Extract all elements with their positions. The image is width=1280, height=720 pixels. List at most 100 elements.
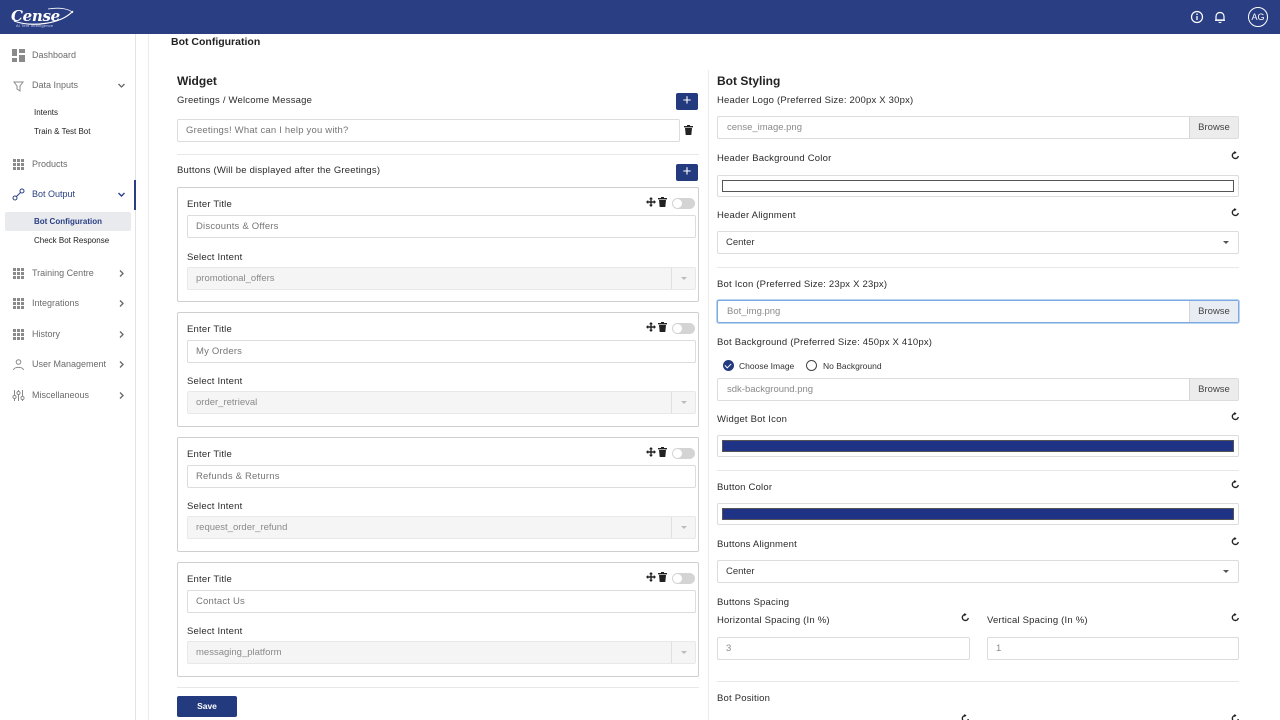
chevron-right-icon (119, 392, 124, 399)
header-logo-label: Header Logo (Preferred Size: 200px X 30p… (717, 95, 914, 106)
button-card: Enter Title Select Intent promotional_of… (177, 187, 699, 302)
intent-select[interactable]: order_retrieval (187, 391, 696, 414)
sidebar-item-integrations[interactable]: Integrations (0, 293, 136, 315)
divider (717, 681, 1239, 682)
sidebar-item-data-inputs[interactable]: Data Inputs (0, 75, 136, 97)
sidebar-item-history[interactable]: History (0, 324, 136, 346)
buttons-spacing-label: Buttons Spacing (717, 597, 790, 608)
sidebar-sub-bot-configuration[interactable]: Bot Configuration (34, 217, 102, 226)
reset-icon[interactable] (1231, 537, 1240, 546)
browse-button[interactable]: Browse (1189, 117, 1238, 138)
sidebar-item-dashboard[interactable]: Dashboard (0, 45, 136, 67)
sidebar-item-products[interactable]: Products (0, 154, 136, 176)
horizontal-spacing-input[interactable] (717, 637, 970, 660)
enable-toggle[interactable] (672, 323, 695, 334)
bot-background-file-input[interactable]: sdk-background.png Browse (717, 378, 1239, 401)
trash-icon[interactable] (658, 572, 667, 582)
reset-icon[interactable] (961, 613, 970, 622)
sidebar-item-training-centre[interactable]: Training Centre (0, 263, 136, 285)
save-button[interactable]: Save (177, 696, 237, 717)
enter-title-label: Enter Title (187, 324, 232, 335)
sidebar-item-bot-output[interactable]: Bot Output (0, 180, 136, 210)
browse-button[interactable]: Browse (1189, 379, 1238, 400)
sidebar-item-label: Dashboard (32, 50, 77, 60)
bot-position-label: Bot Position (717, 693, 771, 704)
vertical-spacing-input[interactable] (987, 637, 1239, 660)
enable-toggle[interactable] (672, 573, 695, 584)
button-color-label: Button Color (717, 482, 773, 493)
sidebar-item-user-management[interactable]: User Management (0, 354, 136, 376)
drag-move-icon[interactable] (646, 197, 656, 207)
buttons-alignment-select[interactable]: Center (717, 560, 1239, 583)
sidebar: Dashboard Data Inputs Intents Train & Te… (0, 34, 136, 720)
trash-icon[interactable] (684, 125, 693, 135)
trash-icon[interactable] (658, 197, 667, 207)
greetings-label: Greetings / Welcome Message (177, 95, 313, 106)
header-logo-file-input[interactable]: cense_image.png Browse (717, 116, 1239, 139)
add-greeting-button[interactable]: + (676, 93, 698, 110)
dashboard-icon (12, 49, 25, 62)
trash-icon[interactable] (658, 447, 667, 457)
sidebar-sub-check-bot-response[interactable]: Check Bot Response (34, 236, 110, 245)
reset-icon[interactable] (1231, 480, 1240, 489)
trash-icon[interactable] (658, 322, 667, 332)
info-icon[interactable] (1190, 10, 1204, 24)
sidebar-sub-train-test-bot[interactable]: Train & Test Bot (34, 127, 91, 136)
intent-select[interactable]: messaging_platform (187, 641, 696, 664)
sidebar-item-label: Products (32, 159, 68, 169)
chevron-right-icon (119, 270, 124, 277)
browse-button[interactable]: Browse (1189, 301, 1238, 322)
intent-select[interactable]: request_order_refund (187, 516, 696, 539)
file-name: cense_image.png (727, 122, 802, 133)
reset-icon[interactable] (1231, 714, 1240, 720)
grid-icon (13, 329, 24, 340)
title-input[interactable] (187, 465, 696, 488)
choose-image-radio[interactable] (723, 360, 734, 371)
cense-logo[interactable]: Cense Ai Text Intelligence (10, 5, 76, 29)
intent-value: request_order_refund (196, 522, 288, 533)
enable-toggle[interactable] (672, 198, 695, 209)
button-card: Enter Title Select Intent messaging_plat… (177, 562, 699, 677)
reset-icon[interactable] (1231, 208, 1240, 217)
logo-text: Cense (11, 7, 60, 25)
drag-move-icon[interactable] (646, 572, 656, 582)
enter-title-label: Enter Title (187, 574, 232, 585)
divider (177, 154, 699, 155)
title-input[interactable] (187, 590, 696, 613)
grid-icon (13, 159, 24, 170)
enable-toggle[interactable] (672, 448, 695, 459)
sidebar-item-label: Training Centre (32, 268, 94, 278)
bot-styling-heading: Bot Styling (717, 74, 781, 88)
choose-image-label: Choose Image (739, 361, 795, 371)
sidebar-sub-intents[interactable]: Intents (34, 108, 59, 117)
top-bar: Cense Ai Text Intelligence AG (0, 0, 1280, 34)
bell-icon[interactable] (1213, 10, 1227, 24)
logo-subtitle: Ai Text Intelligence (16, 23, 54, 28)
widget-bot-icon-color-picker[interactable] (717, 435, 1239, 457)
divider (717, 267, 1239, 268)
drag-move-icon[interactable] (646, 447, 656, 457)
color-swatch (722, 508, 1234, 520)
title-input[interactable] (187, 215, 696, 238)
button-color-picker[interactable] (717, 503, 1239, 525)
color-swatch (722, 440, 1234, 452)
sidebar-item-miscellaneous[interactable]: Miscellaneous (0, 385, 136, 407)
title-input[interactable] (187, 340, 696, 363)
no-background-radio[interactable] (806, 360, 817, 371)
select-value: Center (726, 237, 755, 248)
intent-select[interactable]: promotional_offers (187, 267, 696, 290)
drag-move-icon[interactable] (646, 322, 656, 332)
greetings-input[interactable] (177, 119, 680, 142)
reset-icon[interactable] (1231, 412, 1240, 421)
grid-icon (13, 298, 24, 309)
user-avatar[interactable]: AG (1248, 7, 1268, 27)
header-bg-color-picker[interactable] (717, 175, 1239, 197)
bot-icon-file-input[interactable]: Bot_img.png Browse (717, 300, 1239, 323)
reset-icon[interactable] (1231, 151, 1240, 160)
header-alignment-select[interactable]: Center (717, 231, 1239, 254)
logo-swoosh-icon (13, 7, 74, 25)
add-button-button[interactable]: + (676, 164, 698, 181)
reset-icon[interactable] (1231, 613, 1240, 622)
intent-value: messaging_platform (196, 647, 282, 658)
reset-icon[interactable] (961, 714, 970, 720)
